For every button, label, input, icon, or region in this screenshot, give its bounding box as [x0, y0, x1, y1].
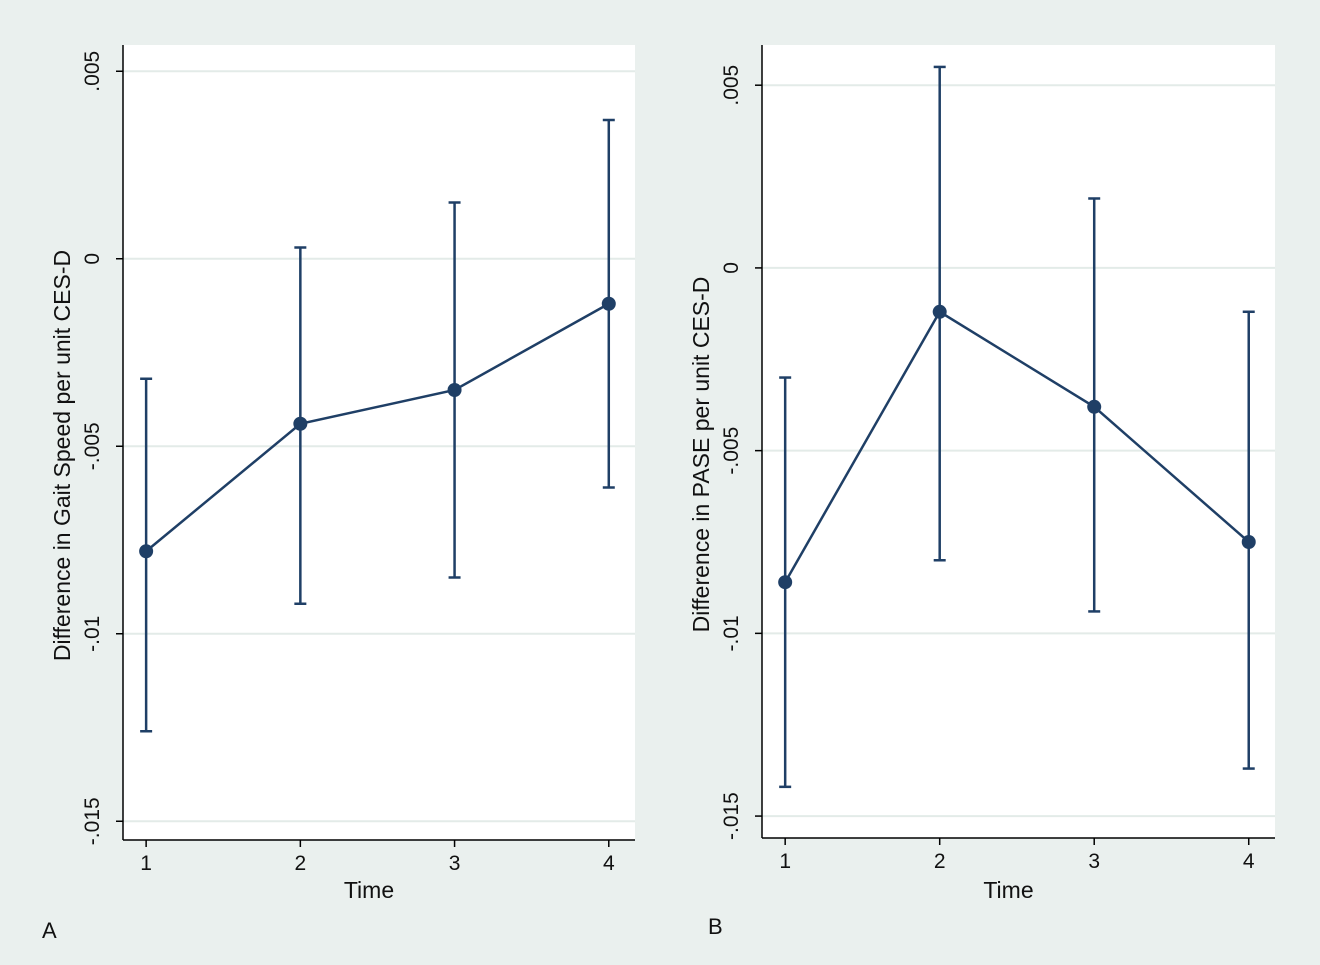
y-tick-label-b-4: .005: [720, 65, 743, 106]
panel-a: -.015 -.01 -.005 0 .005 1 2 3 4 Time Difference in…: [49, 45, 635, 903]
y-axis-title-b: Difference in PASE per unit CES-D: [688, 277, 714, 633]
data-point-b-2: [1087, 399, 1102, 414]
x-tick-label-a-2: 3: [449, 852, 461, 875]
plot-area-a: [123, 45, 635, 840]
y-tick-label-a-2: -.005: [81, 422, 104, 470]
data-point-b-1: [932, 304, 947, 319]
panel-label-a: A: [42, 918, 57, 943]
series-line-b-0: [784, 310, 1250, 583]
plot-area-b: [762, 45, 1275, 838]
x-tick-label-b-0: 1: [779, 850, 791, 873]
data-point-a-1: [293, 416, 308, 431]
y-axis-title-a: Difference in Gait Speed per unit CES-D: [49, 250, 75, 661]
x-tick-label-b-3: 4: [1243, 850, 1255, 873]
x-axis-title-a: Time: [344, 877, 394, 903]
y-tick-label-b-0: -.015: [720, 792, 743, 840]
panel-b: -.015 -.01 -.005 0 .005 1 2 3 4 Time Difference in…: [688, 45, 1275, 903]
data-point-a-0: [139, 544, 154, 559]
y-tick-label-a-3: 0: [81, 253, 104, 265]
data-point-a-2: [447, 383, 462, 397]
panel-label-b: B: [708, 914, 723, 939]
data-point-b-0: [778, 575, 793, 590]
data-point-a-3: [601, 296, 616, 311]
y-tick-label-a-4: .005: [81, 51, 104, 92]
x-tick-label-b-1: 2: [934, 850, 946, 873]
series-line-a-0: [145, 302, 610, 553]
x-tick-label-a-3: 4: [603, 852, 615, 875]
y-tick-label-b-2: -.005: [720, 427, 743, 475]
x-tick-label-a-1: 2: [295, 852, 307, 875]
x-axis-title-b: Time: [983, 877, 1033, 903]
y-tick-label-b-1: -.01: [720, 615, 743, 651]
y-tick-label-a-1: -.01: [81, 616, 104, 652]
x-tick-label-a-0: 1: [140, 852, 152, 875]
data-point-b-3: [1241, 534, 1256, 549]
x-tick-label-b-2: 3: [1088, 850, 1100, 873]
y-tick-label-b-3: 0: [720, 262, 743, 274]
y-tick-label-a-0: -.015: [81, 797, 104, 845]
